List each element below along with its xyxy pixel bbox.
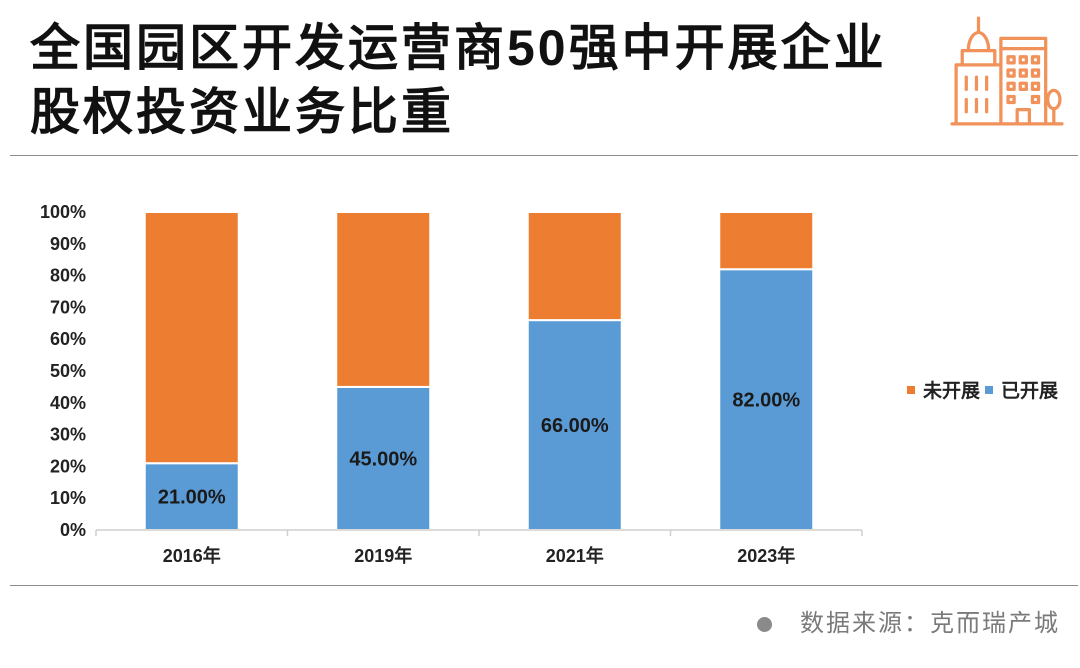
bar-series-1-2 [526,211,623,322]
y-tick-label: 40% [50,393,86,413]
dot-icon [757,616,772,632]
x-tick-label: 2023年 [737,545,795,566]
header-divider [10,155,1078,156]
data-label-series-0-0: 21.00% [158,487,226,509]
y-tick-label: 100% [40,202,86,222]
legend-label-not-started: 未开展 [923,381,981,402]
bar-series-0-3 [718,268,815,532]
x-tick-label: 2016年 [163,545,221,566]
y-tick-label: 50% [50,361,86,381]
chart-legend: 未开展 已开展 [907,376,1058,403]
title-line-1: 全国园区开发运营商50强中开展企业 [30,20,887,76]
bar-series-1-1 [335,211,432,388]
legend-item-not-started: 未开展 [907,376,980,403]
data-label-series-0-3: 82.00% [732,390,800,412]
y-tick-label: 70% [50,297,86,317]
city-buildings-icon [950,16,1064,126]
title-line-2: 股权投资业务比重 [30,84,454,140]
y-tick-label: 90% [50,234,86,254]
legend-label-started: 已开展 [1001,381,1059,402]
y-tick-label: 10% [50,488,86,508]
footer-divider [10,585,1078,586]
y-tick-label: 60% [50,329,86,349]
bar-series-0-1 [335,385,432,531]
legend-item-started: 已开展 [985,376,1058,403]
y-tick-label: 30% [50,425,86,445]
source-note: 数据来源：克而瑞产城 [757,609,1060,639]
x-tick-label: 2021年 [546,545,604,566]
y-tick-label: 0% [60,520,86,540]
bar-series-1-0 [143,211,240,465]
y-tick-label: 20% [50,456,86,476]
legend-swatch-started [985,385,994,394]
data-label-series-0-2: 66.00% [541,415,609,437]
bar-series-0-0 [143,462,240,531]
legend-swatch-not-started [907,385,915,394]
y-tick-label: 80% [50,266,86,286]
data-label-series-0-1: 45.00% [349,448,417,470]
x-tick-label: 2019年 [354,545,412,566]
stacked-bar-chart: 0% 10% 20% 30% 40% 50% 60% 70% 80% 90% 100% 21.00% 2… [40,202,863,566]
source-text: 数据来源：克而瑞产城 [800,610,1060,637]
page-title: 全国园区开发运营商50强中开展企业 股权投资业务比重 [30,16,887,144]
bar-series-1-3 [718,211,815,271]
